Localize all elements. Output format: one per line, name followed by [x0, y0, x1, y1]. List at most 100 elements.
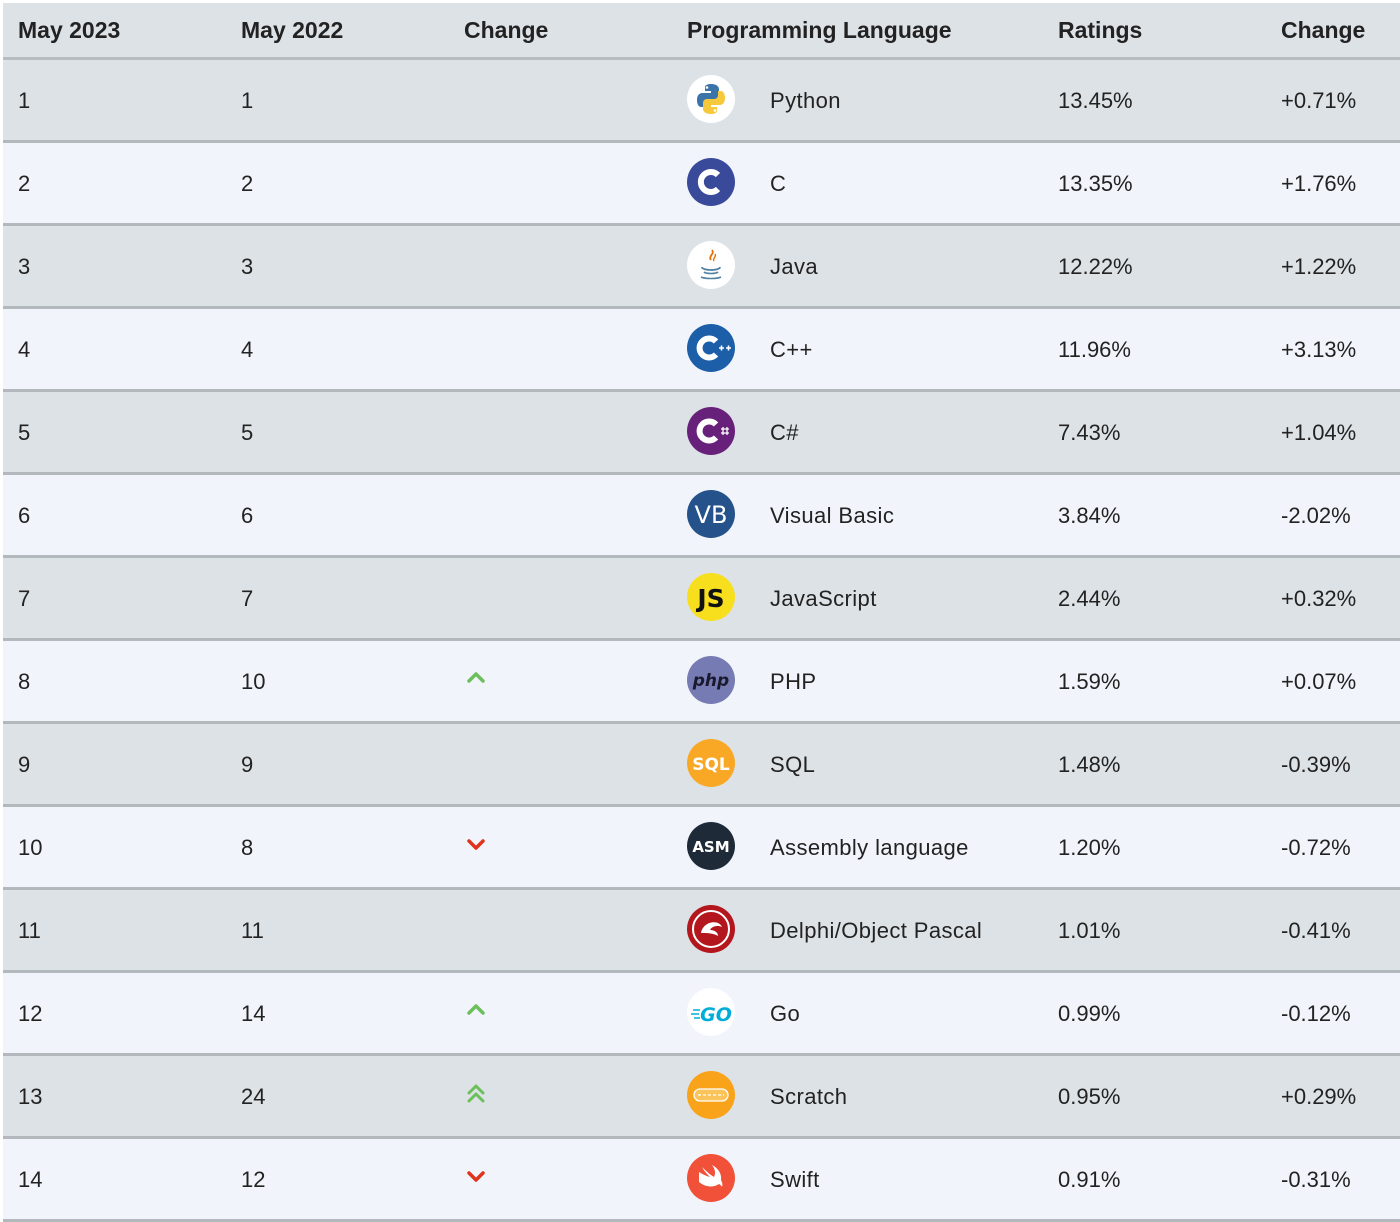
table-row[interactable]: 10 8 ASM Assembly language 1.20% -0.72% — [3, 807, 1400, 890]
rank-may-2022: 12 — [241, 1167, 266, 1192]
rating-value: 13.45% — [1058, 88, 1133, 113]
header-ratings[interactable]: Ratings — [1058, 17, 1143, 43]
ranking-table: May 2023 May 2022 Change Programming Lan… — [3, 3, 1400, 1222]
rank-may-2023: 11 — [18, 918, 41, 943]
rating-change: +0.07% — [1281, 669, 1357, 694]
table-row[interactable]: 1 1 Python 13.45% +0.71% — [3, 60, 1400, 143]
language-name: C++ — [770, 337, 813, 362]
svg-text:VB: VB — [695, 501, 728, 529]
language-name: C — [770, 171, 787, 196]
rating-change: +1.04% — [1281, 420, 1357, 445]
svg-text:JS: JS — [695, 584, 724, 613]
rank-may-2022: 14 — [241, 1001, 266, 1026]
table-row[interactable]: 4 4 C++ 11.96% +3.13% — [3, 309, 1400, 392]
table-row[interactable]: 8 10 php PHP 1.59% +0.07% — [3, 641, 1400, 724]
rating-value: 3.84% — [1058, 503, 1121, 528]
rank-may-2023: 6 — [18, 503, 31, 528]
language-name: Delphi/Object Pascal — [770, 918, 983, 943]
table-body: 1 1 Python 13.45% +0.71% 2 2 C 13.35% +1… — [3, 60, 1400, 1222]
php-icon: php — [687, 656, 735, 704]
rating-value: 1.01% — [1058, 918, 1121, 943]
scratch-icon — [687, 1071, 735, 1119]
no-change-indicator — [464, 417, 488, 441]
python-icon — [687, 75, 735, 123]
header-may-2023[interactable]: May 2023 — [18, 17, 121, 43]
rank-may-2023: 3 — [18, 254, 31, 279]
language-name: Python — [770, 88, 841, 113]
language-name: PHP — [770, 669, 817, 694]
no-change-indicator — [464, 500, 488, 524]
rank-may-2023: 4 — [18, 337, 31, 362]
rating-value: 0.91% — [1058, 1167, 1121, 1192]
rating-change: +0.29% — [1281, 1084, 1357, 1109]
chevron-up-icon — [464, 998, 488, 1022]
table-row[interactable]: 3 3 Java 12.22% +1.22% — [3, 226, 1400, 309]
rating-change: +3.13% — [1281, 337, 1357, 362]
double-chevron-up-icon — [464, 1081, 488, 1105]
language-name: SQL — [770, 752, 816, 777]
language-name: C# — [770, 420, 799, 445]
table-row[interactable]: 14 12 Swift 0.91% -0.31% — [3, 1139, 1400, 1222]
rating-change: +1.22% — [1281, 254, 1357, 279]
header-change-rank[interactable]: Change — [464, 17, 549, 43]
rank-may-2023: 12 — [18, 1001, 43, 1026]
rank-may-2022: 7 — [241, 586, 254, 611]
rating-change: +0.32% — [1281, 586, 1357, 611]
svg-text:ASM: ASM — [692, 838, 729, 856]
delphi-icon — [687, 905, 735, 953]
rating-change: -0.39% — [1281, 752, 1351, 777]
table-row[interactable]: 2 2 C 13.35% +1.76% — [3, 143, 1400, 226]
table-row[interactable]: 6 6 VB Visual Basic 3.84% -2.02% — [3, 475, 1400, 558]
rank-may-2022: 5 — [241, 420, 254, 445]
chevron-up-icon — [464, 666, 488, 690]
rating-change: -2.02% — [1281, 503, 1351, 528]
rank-may-2023: 5 — [18, 420, 31, 445]
go-icon: GO — [687, 988, 735, 1036]
rank-may-2023: 1 — [18, 88, 31, 113]
language-name: Swift — [770, 1167, 820, 1192]
rating-change: +0.71% — [1281, 88, 1357, 113]
rank-may-2022: 9 — [241, 752, 254, 777]
header-may-2022[interactable]: May 2022 — [241, 17, 344, 43]
language-name: Scratch — [770, 1084, 848, 1109]
svg-text:SQL: SQL — [692, 755, 730, 775]
no-change-indicator — [464, 915, 488, 939]
table-row[interactable]: 12 14 GO Go 0.99% -0.12% — [3, 973, 1400, 1056]
table-row[interactable]: 5 5 C# 7.43% +1.04% — [3, 392, 1400, 475]
c-icon — [687, 158, 735, 206]
rank-may-2022: 6 — [241, 503, 254, 528]
rank-may-2022: 11 — [241, 918, 264, 943]
table-row[interactable]: 7 7 JS JavaScript 2.44% +0.32% — [3, 558, 1400, 641]
rank-may-2023: 7 — [18, 586, 31, 611]
no-change-indicator — [464, 85, 488, 109]
visual-basic-icon: VB — [687, 490, 735, 538]
language-name: Go — [770, 1001, 801, 1026]
rank-may-2023: 9 — [18, 752, 31, 777]
table-header: May 2023 May 2022 Change Programming Lan… — [3, 3, 1400, 60]
rating-change: -0.12% — [1281, 1001, 1351, 1026]
cpp-icon — [687, 324, 735, 372]
javascript-icon: JS — [687, 573, 735, 621]
rank-may-2022: 3 — [241, 254, 254, 279]
header-programming-language[interactable]: Programming Language — [687, 17, 952, 43]
header-change-rating[interactable]: Change — [1281, 17, 1366, 43]
rating-value: 1.48% — [1058, 752, 1121, 777]
rank-may-2022: 24 — [241, 1084, 266, 1109]
rating-value: 2.44% — [1058, 586, 1121, 611]
table-row[interactable]: 9 9 SQL SQL 1.48% -0.39% — [3, 724, 1400, 807]
table-row[interactable]: 13 24 Scratch 0.95% +0.29% — [3, 1056, 1400, 1139]
rating-change: +1.76% — [1281, 171, 1357, 196]
table-row[interactable]: 11 11 Delphi/Object Pascal 1.01% -0.41% — [3, 890, 1400, 973]
rank-may-2023: 14 — [18, 1167, 43, 1192]
rank-may-2023: 8 — [18, 669, 31, 694]
rating-value: 0.99% — [1058, 1001, 1121, 1026]
rating-value: 12.22% — [1058, 254, 1133, 279]
assembly-icon: ASM — [687, 822, 735, 870]
rank-may-2022: 8 — [241, 835, 254, 860]
rating-value: 0.95% — [1058, 1084, 1121, 1109]
no-change-indicator — [464, 251, 488, 275]
no-change-indicator — [464, 168, 488, 192]
rating-value: 7.43% — [1058, 420, 1121, 445]
rating-value: 1.20% — [1058, 835, 1121, 860]
rank-may-2022: 2 — [241, 171, 254, 196]
